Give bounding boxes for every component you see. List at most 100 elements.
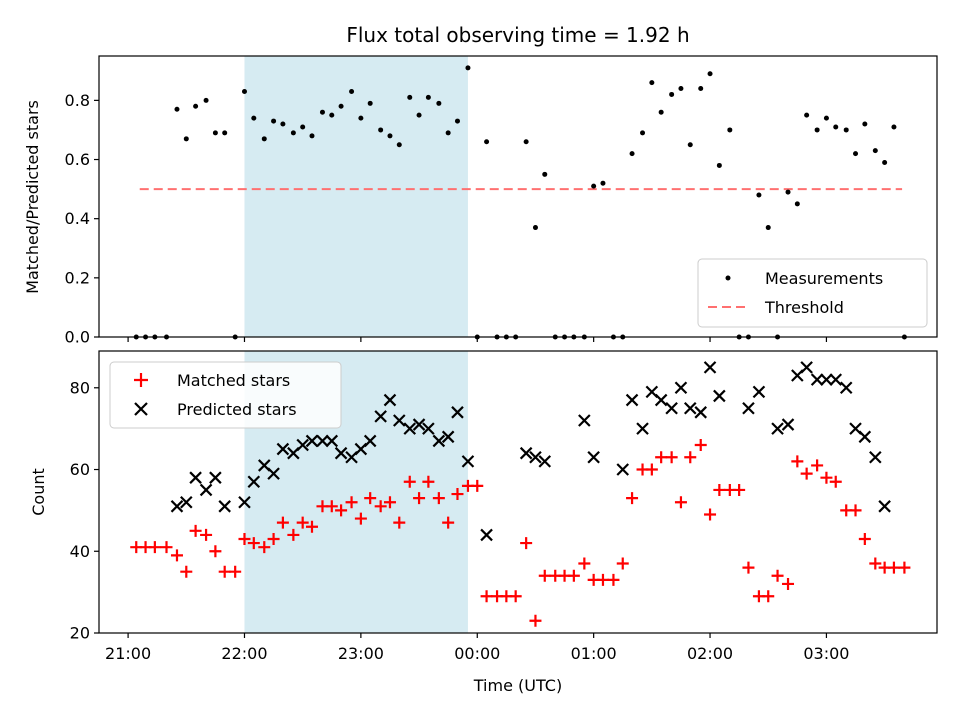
predicted-star-point: [267, 467, 280, 480]
legend-matched-marker: [134, 373, 148, 387]
measurement-point: [416, 112, 422, 118]
measurement-point: [387, 133, 393, 139]
predicted-star-point: [752, 385, 766, 399]
predicted-star-point: [810, 373, 824, 386]
predicted-star-point: [296, 438, 309, 452]
predicted-star-point: [713, 389, 726, 403]
measurement-point: [853, 151, 859, 157]
predicted-star-point: [683, 401, 697, 415]
measurement-point: [251, 115, 257, 121]
matched-star-point: [578, 557, 591, 570]
predicted-star-point: [422, 422, 435, 435]
matched-star-point: [742, 561, 755, 574]
x-tick-label: 03:00: [803, 644, 849, 663]
matched-star-point: [276, 516, 289, 529]
matched-star-point: [596, 573, 609, 586]
predicted-star-point: [839, 381, 853, 395]
top-axes-frame: [98, 55, 938, 338]
predicted-star-point: [869, 450, 882, 464]
measurement-point: [843, 127, 849, 133]
matched-star-point: [229, 565, 242, 578]
matched-star-point: [374, 500, 387, 513]
bottom-y-axis-ticks: 20 40 60 80: [70, 378, 99, 643]
matched-star-point: [160, 541, 173, 554]
measurement-point: [814, 127, 820, 133]
measurement-point: [396, 142, 402, 148]
x-tick-label: 00:00: [454, 644, 500, 663]
measurement-point: [261, 136, 267, 142]
matched-star-point: [829, 475, 842, 488]
predicted-star-point: [189, 471, 202, 484]
predicted-star-point: [519, 446, 533, 460]
measurement-point: [882, 159, 888, 165]
matched-star-point: [354, 512, 367, 525]
matched-star-point: [607, 573, 620, 586]
measurement-point: [271, 118, 277, 124]
matched-star-point: [645, 463, 658, 476]
matched-star-point: [432, 492, 445, 505]
measurement-point: [532, 225, 538, 231]
measurement-point: [174, 106, 180, 112]
predicted-star-point: [412, 418, 426, 431]
matched-star-point: [335, 504, 348, 517]
matched-star-point: [684, 451, 697, 464]
measurement-point: [765, 225, 771, 231]
predicted-star-point: [180, 495, 193, 509]
measurement-point: [891, 124, 897, 130]
measurement-point: [425, 94, 431, 100]
matched-star-point: [422, 475, 435, 488]
matched-star-point: [480, 590, 493, 603]
matched-star-point: [509, 590, 522, 603]
matched-star-point: [898, 561, 911, 574]
predicted-star-point: [771, 422, 784, 435]
measurement-point: [445, 130, 451, 136]
measurement-point: [183, 136, 189, 142]
matched-star-point: [858, 533, 871, 545]
measurement-point: [338, 103, 344, 109]
measurement-point: [523, 139, 529, 145]
measurement-point: [193, 103, 199, 109]
predicted-star-point: [325, 434, 339, 448]
measurement-point: [309, 133, 315, 139]
y-tick-label: 40: [70, 542, 90, 561]
matched-star-point: [733, 483, 746, 496]
matched-star-point: [471, 479, 484, 492]
predicted-star-point: [276, 442, 290, 456]
measurement-point: [678, 86, 684, 92]
matched-star-point: [325, 500, 338, 513]
measurement-point: [698, 86, 704, 92]
bottom-y-axis-label: Count: [29, 468, 48, 516]
predicted-star-point: [538, 455, 552, 468]
matched-star-point: [869, 557, 882, 570]
top-y-axis-label: Matched/Predicted stars: [23, 100, 42, 294]
matched-star-point: [287, 528, 300, 541]
measurement-point: [290, 130, 296, 136]
x-tick-label: 21:00: [105, 644, 151, 663]
top-y-axis-ticks: 0.0 0.2 0.4 0.6 0.8: [65, 91, 99, 347]
measurement-point: [280, 121, 286, 127]
measurement-point: [794, 201, 800, 207]
predicted-star-point: [403, 422, 417, 435]
matched-star-point: [782, 577, 795, 590]
matched-star-point: [247, 537, 260, 550]
measurement-point: [222, 130, 228, 136]
matched-star-point: [180, 565, 193, 578]
predicted-star-point: [393, 414, 406, 427]
top-legend-box: [697, 258, 928, 328]
top-legend: Measurements Threshold: [697, 258, 928, 328]
measurement-point: [319, 109, 325, 115]
matched-star-point: [626, 492, 639, 505]
matched-star-point: [771, 569, 784, 582]
matched-star-point: [704, 508, 717, 521]
matched-star-point: [345, 496, 358, 509]
matched-star-point: [820, 471, 833, 484]
predicted-star-point: [587, 450, 600, 464]
predicted-star-point: [316, 434, 329, 448]
matched-star-point: [665, 451, 678, 464]
bottom-axes-frame: [98, 350, 938, 634]
measurement-point: [872, 148, 878, 154]
matched-star-point: [189, 524, 202, 537]
predicted-star-point: [654, 393, 668, 407]
predicted-star-point: [820, 373, 833, 386]
